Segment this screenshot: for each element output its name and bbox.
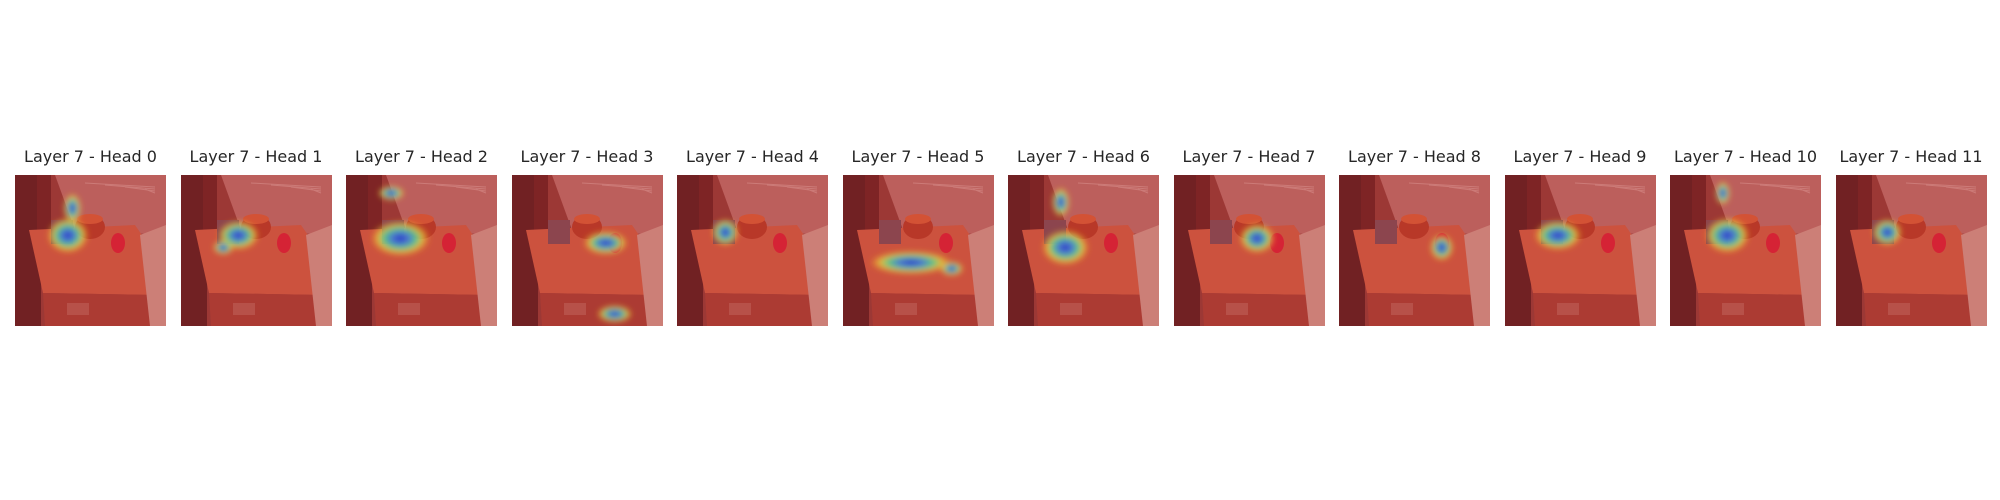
panel-title: Layer 7 - Head 9	[1513, 147, 1647, 166]
attention-hotspot	[370, 220, 431, 257]
attention-heatmap-image	[677, 175, 828, 326]
panel-title: Layer 7 - Head 10	[1673, 147, 1818, 166]
panel-title: Layer 7 - Head 3	[520, 147, 654, 166]
attention-hotspot	[46, 217, 89, 254]
panel-title: Layer 7 - Head 6	[1017, 147, 1150, 166]
attention-hotspot	[939, 261, 964, 277]
attention-hotspot	[1704, 217, 1751, 254]
attention-hotspot	[377, 185, 405, 201]
panel-title: Layer 7 - Head 11	[1839, 147, 1983, 166]
panel-title: Layer 7 - Head 8	[1348, 147, 1481, 166]
panel-title: Layer 7 - Head 2	[355, 147, 488, 166]
attention-heatmap-image	[1173, 175, 1325, 326]
attention-heatmap-image	[511, 175, 663, 326]
panel-title: Layer 7 - Head 7	[1182, 147, 1316, 166]
attention-heatmap-image	[1504, 175, 1656, 326]
panel-title: Layer 7 - Head 5	[851, 147, 985, 166]
attention-heatmap-image	[346, 175, 497, 326]
attention-hotspot	[1715, 181, 1731, 206]
attention-hotspot	[582, 230, 628, 256]
attention-hotspot	[868, 250, 953, 275]
attention-heatmap-image	[1835, 175, 1987, 326]
attention-heatmap-image	[180, 175, 332, 326]
attention-hotspot	[596, 304, 633, 323]
attention-hotspot	[1041, 229, 1090, 266]
attention-hotspot	[1533, 220, 1582, 251]
attention-hotspot	[1051, 187, 1070, 218]
panel-title: Layer 7 - Head 0	[24, 147, 157, 166]
attention-hotspot	[711, 218, 739, 246]
attention-hotspot	[1429, 233, 1454, 262]
attention-hotspot	[1871, 218, 1902, 246]
attention-hotspot	[63, 193, 82, 224]
attention-heatmap-image	[842, 175, 994, 326]
attention-hotspot	[212, 239, 234, 256]
panel-title: Layer 7 - Head 4	[686, 147, 819, 166]
attention-heatmap-image	[15, 175, 166, 326]
attention-heatmap-image	[1339, 175, 1490, 326]
attention-hotspot	[1238, 223, 1275, 254]
attention-heatmap-image	[1670, 175, 1821, 326]
attention-heatmap-image	[1008, 175, 1159, 326]
panel-title: Layer 7 - Head 1	[189, 147, 323, 166]
